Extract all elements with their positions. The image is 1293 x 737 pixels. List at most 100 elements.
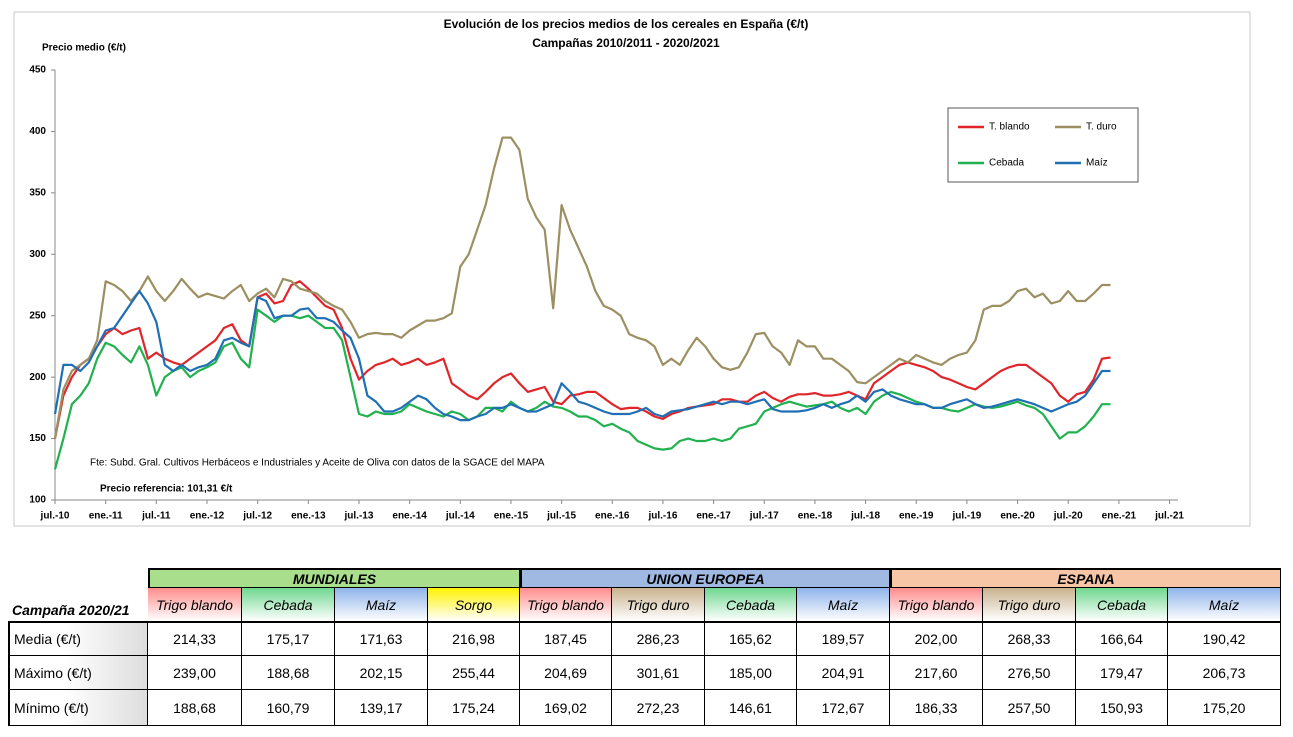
series-line: [53, 290, 1111, 422]
column-header: Trigo blando: [890, 588, 983, 622]
table-value: 188,68: [148, 690, 242, 726]
table-value: 202,15: [335, 656, 428, 690]
group-header: UNION EUROPEA: [520, 568, 890, 588]
table-value: 257,50: [983, 690, 1076, 726]
chart-frame: [13, 11, 1251, 527]
source-note: Fte: Subd. Gral. Cultivos Herbáceos e In…: [90, 458, 545, 469]
column-header: Cebada: [705, 588, 797, 622]
x-tick-label: ene.-13: [291, 511, 326, 522]
y-tick-label: 400: [29, 126, 46, 137]
x-tick-label: jul.-21: [1154, 511, 1184, 522]
table-value: 268,33: [983, 622, 1076, 656]
legend-label: T. duro: [1086, 122, 1117, 133]
table-value: 217,60: [890, 656, 983, 690]
y-tick-label: 300: [29, 249, 46, 260]
x-tick-label: jul.-11: [141, 511, 171, 522]
table-value: 175,17: [242, 622, 335, 656]
x-tick-label: ene.-20: [1000, 511, 1035, 522]
x-tick-label: ene.-18: [798, 511, 833, 522]
table-value: 204,91: [797, 656, 890, 690]
table-value: 179,47: [1076, 656, 1168, 690]
table-value: 160,79: [242, 690, 335, 726]
x-tick-label: ene.-12: [190, 511, 225, 522]
column-header: Maíz: [335, 588, 428, 622]
row-label: Máximo (€/t): [8, 656, 148, 690]
table-value: 190,42: [1168, 622, 1281, 656]
column-header: Trigo duro: [983, 588, 1076, 622]
table-value: 187,45: [520, 622, 612, 656]
y-tick-label: 200: [29, 372, 46, 383]
chart-subtitle: Campañas 2010/2011 - 2020/2021: [532, 36, 720, 50]
x-tick-label: jul.-16: [647, 511, 677, 522]
chart-title: Evolución de los precios medios de los c…: [444, 17, 809, 31]
y-tick-label: 450: [29, 65, 46, 76]
table-value: 171,63: [335, 622, 428, 656]
legend-box: [947, 107, 1139, 183]
table-value: 216,98: [428, 622, 520, 656]
row-label: Media (€/t): [8, 622, 148, 656]
y-tick-label: 250: [29, 310, 46, 321]
table-value: 165,62: [705, 622, 797, 656]
legend-label: T. blando: [989, 122, 1030, 133]
x-tick-label: jul.-10: [40, 511, 70, 522]
x-tick-label: jul.-17: [749, 511, 779, 522]
table-value: 239,00: [148, 656, 242, 690]
table-value: 166,64: [1076, 622, 1168, 656]
group-header: ESPANA: [890, 568, 1281, 588]
table-value: 188,68: [242, 656, 335, 690]
x-tick-label: ene.-21: [1102, 511, 1137, 522]
x-tick-label: jul.-12: [242, 511, 272, 522]
table-value: 150,93: [1076, 690, 1168, 726]
series-line: [53, 136, 1111, 439]
table-value: 185,00: [705, 656, 797, 690]
table-value: 172,67: [797, 690, 890, 726]
table-value: 175,20: [1168, 690, 1281, 726]
table-value: 189,57: [797, 622, 890, 656]
column-header: Maíz: [1168, 588, 1281, 622]
y-tick-label: 100: [29, 495, 46, 506]
column-header: Trigo duro: [612, 588, 705, 622]
table-value: 206,73: [1168, 656, 1281, 690]
x-tick-label: ene.-19: [899, 511, 934, 522]
x-tick-label: jul.-20: [1053, 511, 1083, 522]
x-tick-label: ene.-14: [392, 511, 427, 522]
table-value: 202,00: [890, 622, 983, 656]
column-header: Trigo blando: [148, 588, 242, 622]
table-value: 204,69: [520, 656, 612, 690]
table-value: 255,44: [428, 656, 520, 690]
y-tick-label: 150: [29, 433, 46, 444]
reference-note: Precio referencia: 101,31 €/t: [100, 484, 233, 495]
chart: Evolución de los precios medios de los c…: [13, 11, 1251, 527]
x-tick-label: ene.-11: [89, 511, 123, 522]
x-tick-label: jul.-13: [344, 511, 374, 522]
legend-label: Maíz: [1086, 158, 1108, 169]
y-axis-label: Precio medio (€/t): [42, 43, 126, 54]
corner-label: Campaña 2020/21: [12, 602, 130, 618]
column-header: Trigo blando: [520, 588, 612, 622]
column-header: Cebada: [1076, 588, 1168, 622]
column-header: Sorgo: [428, 588, 520, 622]
table-rule: [8, 621, 1281, 623]
legend-label: Cebada: [989, 158, 1024, 169]
group-header: MUNDIALES: [148, 568, 520, 588]
x-tick-label: ene.-17: [696, 511, 731, 522]
x-tick-label: ene.-15: [494, 511, 529, 522]
table-value: 276,50: [983, 656, 1076, 690]
column-header: Cebada: [242, 588, 335, 622]
row-label: Mínimo (€/t): [8, 690, 148, 726]
table-value: 286,23: [612, 622, 705, 656]
table-value: 186,33: [890, 690, 983, 726]
table-value: 169,02: [520, 690, 612, 726]
table-value: 214,33: [148, 622, 242, 656]
series-line: [53, 280, 1111, 439]
x-tick-label: ene.-16: [595, 511, 630, 522]
x-tick-label: jul.-14: [445, 511, 475, 522]
table-value: 272,23: [612, 690, 705, 726]
table-value: 301,61: [612, 656, 705, 690]
y-tick-label: 350: [29, 187, 46, 198]
x-tick-label: jul.-19: [951, 511, 981, 522]
table-value: 139,17: [335, 690, 428, 726]
x-tick-label: jul.-18: [850, 511, 880, 522]
